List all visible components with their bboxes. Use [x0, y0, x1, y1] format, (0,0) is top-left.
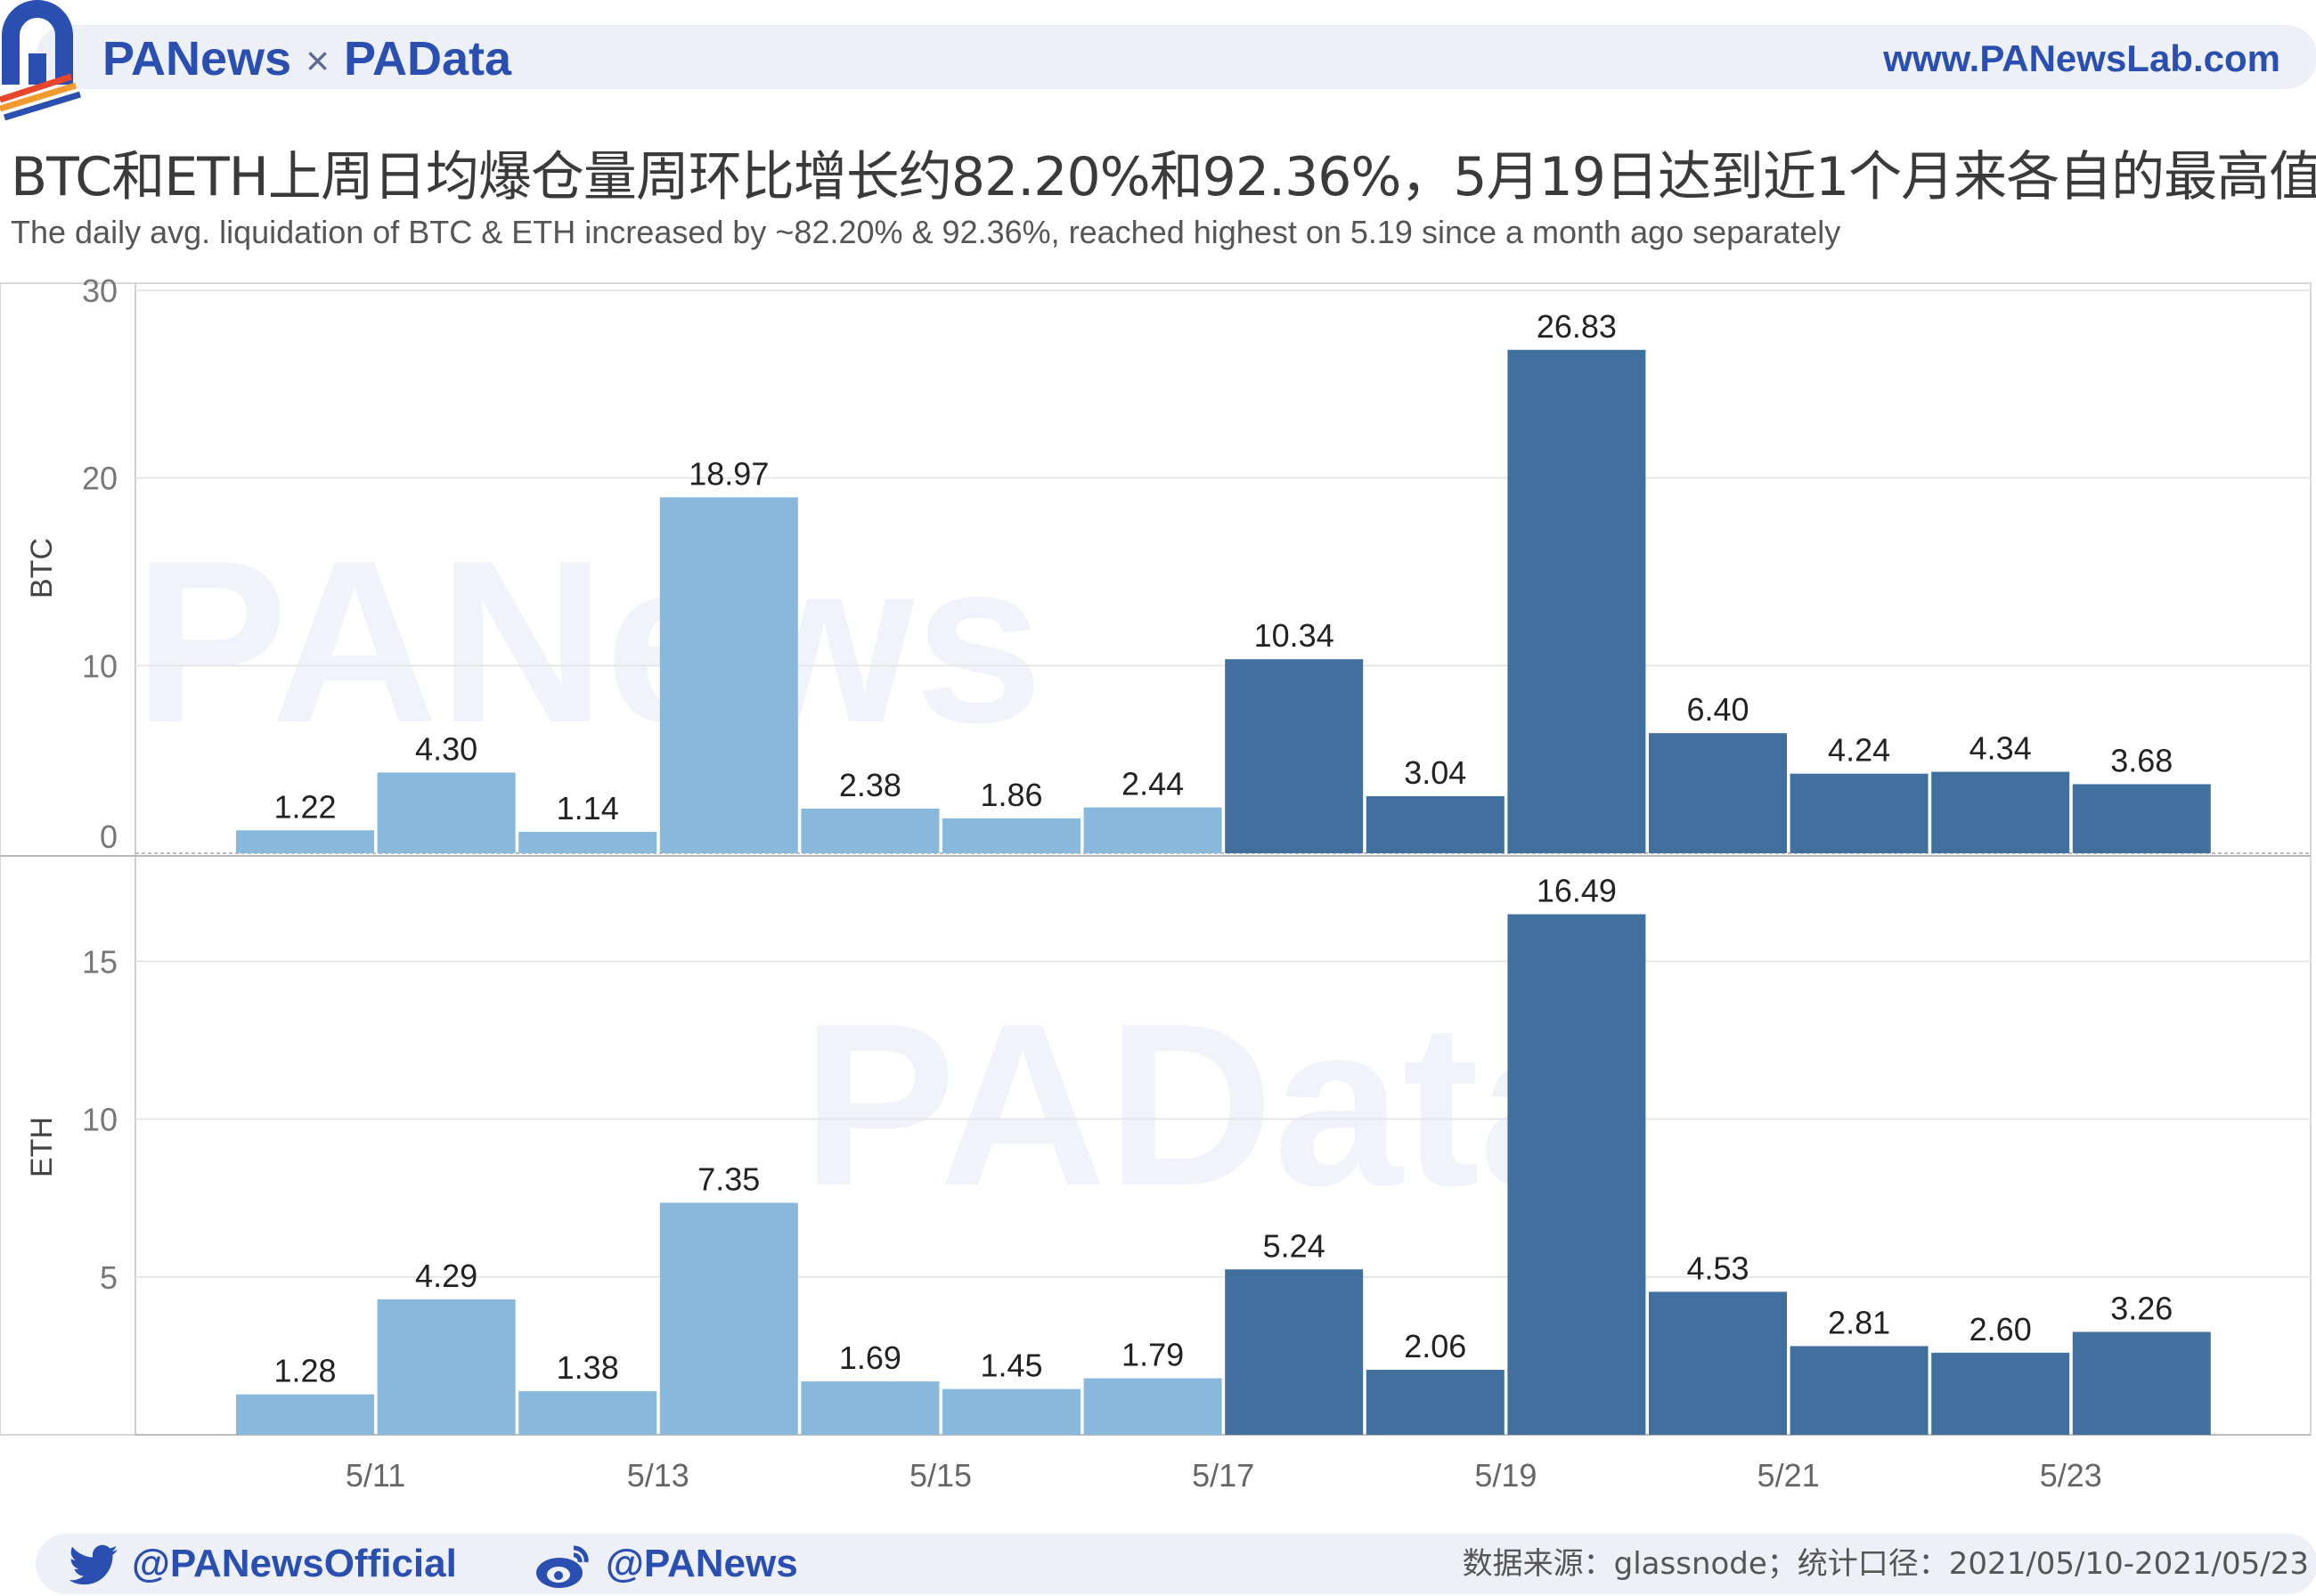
bar	[236, 830, 374, 853]
data-label: 1.86	[980, 777, 1042, 813]
y-tick-label: 5	[100, 1259, 118, 1296]
bar	[1083, 807, 1222, 853]
bar	[1225, 659, 1364, 853]
bar	[1931, 771, 2070, 853]
x-tick-label: 5/21	[1757, 1457, 1820, 1494]
data-label: 6.40	[1686, 691, 1749, 728]
chart-title-cn: BTC和ETH上周日均爆仓量周环比增长约82.20%和92.36%，5月19日达…	[11, 146, 2316, 208]
data-label: 4.53	[1686, 1250, 1749, 1286]
data-label: 2.81	[1828, 1304, 1890, 1340]
brand-panews: PANews	[102, 32, 292, 86]
data-label: 1.45	[980, 1348, 1042, 1384]
bar	[1649, 1291, 1787, 1435]
weibo-handle-link[interactable]: @PANews	[534, 1534, 798, 1594]
data-label: 2.38	[839, 767, 901, 803]
twitter-handle: @PANewsOfficial	[132, 1542, 457, 1585]
data-label: 5.24	[1263, 1227, 1325, 1264]
twitter-handle-link[interactable]: @PANewsOfficial	[69, 1534, 457, 1594]
x-tick-label: 5/11	[346, 1457, 405, 1494]
x-tick-label: 5/19	[1474, 1457, 1537, 1494]
bar	[1507, 349, 1646, 853]
watermark-top: PANews	[134, 513, 1043, 771]
bar	[942, 1388, 1081, 1435]
bar	[518, 831, 657, 853]
data-label: 4.29	[415, 1258, 477, 1294]
data-label: 4.30	[415, 730, 477, 767]
bar	[942, 818, 1081, 853]
bar	[377, 772, 516, 853]
bar	[1790, 773, 1929, 853]
chart-subtitle-en: The daily avg. liquidation of BTC & ETH …	[11, 214, 1841, 250]
y-tick-label: 10	[82, 647, 118, 684]
bar	[1790, 1346, 1929, 1435]
y-axis-label: BTC	[25, 538, 59, 598]
weibo-handle: @PANews	[606, 1542, 798, 1585]
x-tick-label: 5/13	[627, 1457, 689, 1494]
x-tick-label: 5/17	[1192, 1457, 1254, 1494]
data-label: 3.04	[1404, 754, 1466, 791]
y-axis-label: ETH	[25, 1117, 59, 1177]
watermarks: PANews PAData	[134, 513, 1610, 1234]
bar	[377, 1299, 516, 1435]
bar	[801, 1381, 940, 1435]
data-label: 1.28	[273, 1353, 336, 1389]
bar	[1507, 914, 1646, 1435]
site-url-link[interactable]: www.PANewsLab.com	[1883, 37, 2280, 79]
bar	[518, 1391, 657, 1435]
brand-padata: PAData	[343, 32, 512, 86]
y-tick-label: 15	[82, 943, 118, 980]
chart-frame	[0, 282, 2312, 1436]
data-label: 4.34	[1969, 730, 2032, 767]
footer-bar	[36, 1534, 2316, 1594]
y-tick-label: 30	[82, 276, 118, 309]
bar	[1366, 795, 1505, 853]
data-label: 1.38	[557, 1349, 619, 1386]
bar	[1931, 1352, 2070, 1435]
bar	[659, 497, 798, 853]
liquidation-bar-chart: PANews PAData 0 10 20 30 BTC 1.22 4.30 1.14 18.9…	[0, 276, 2312, 1494]
bar	[1649, 733, 1787, 853]
bar	[1366, 1369, 1505, 1435]
plot-area: 0 10 20 30 BTC 1.22 4.30 1.14 18.97 2.38 1.86 2.44 1…	[0, 276, 2312, 1494]
data-label: 1.79	[1121, 1337, 1184, 1373]
y-tick-label: 0	[100, 818, 118, 855]
data-label: 2.60	[1969, 1311, 2032, 1348]
bar	[2072, 784, 2211, 853]
brand-title: PANews × PAData	[102, 27, 511, 91]
data-label: 1.69	[839, 1340, 901, 1376]
watermark-bottom: PAData	[802, 976, 1610, 1234]
y-tick-label: 20	[82, 460, 118, 497]
data-label: 10.34	[1254, 617, 1334, 654]
bar	[1225, 1269, 1364, 1435]
data-label: 3.68	[2110, 742, 2173, 778]
y-tick-label: 10	[82, 1102, 118, 1138]
bar	[1083, 1378, 1222, 1435]
data-label: 26.83	[1537, 308, 1617, 345]
bar	[659, 1202, 798, 1435]
x-tick-label: 5/15	[909, 1457, 972, 1494]
data-label: 1.22	[273, 788, 336, 825]
data-label: 18.97	[689, 455, 769, 492]
x-tick-label: 5/23	[2040, 1457, 2102, 1494]
data-label: 1.14	[557, 790, 619, 826]
panews-logo-icon	[0, 0, 82, 120]
data-label: 3.26	[2110, 1290, 2173, 1326]
header-bar	[36, 25, 2316, 89]
twitter-icon	[69, 1545, 118, 1585]
bar	[236, 1394, 374, 1435]
bar	[801, 808, 940, 853]
brand-separator: ×	[306, 37, 330, 84]
weibo-icon	[536, 1545, 589, 1589]
data-label: 4.24	[1828, 732, 1890, 769]
data-source-note: 数据来源：glassnode；统计口径：2021/05/10-2021/05/2…	[1462, 1546, 2309, 1582]
data-label: 2.44	[1121, 766, 1184, 802]
bar	[2072, 1331, 2211, 1435]
data-label: 16.49	[1537, 873, 1617, 909]
data-label: 2.06	[1404, 1328, 1466, 1364]
data-label: 7.35	[697, 1160, 760, 1197]
